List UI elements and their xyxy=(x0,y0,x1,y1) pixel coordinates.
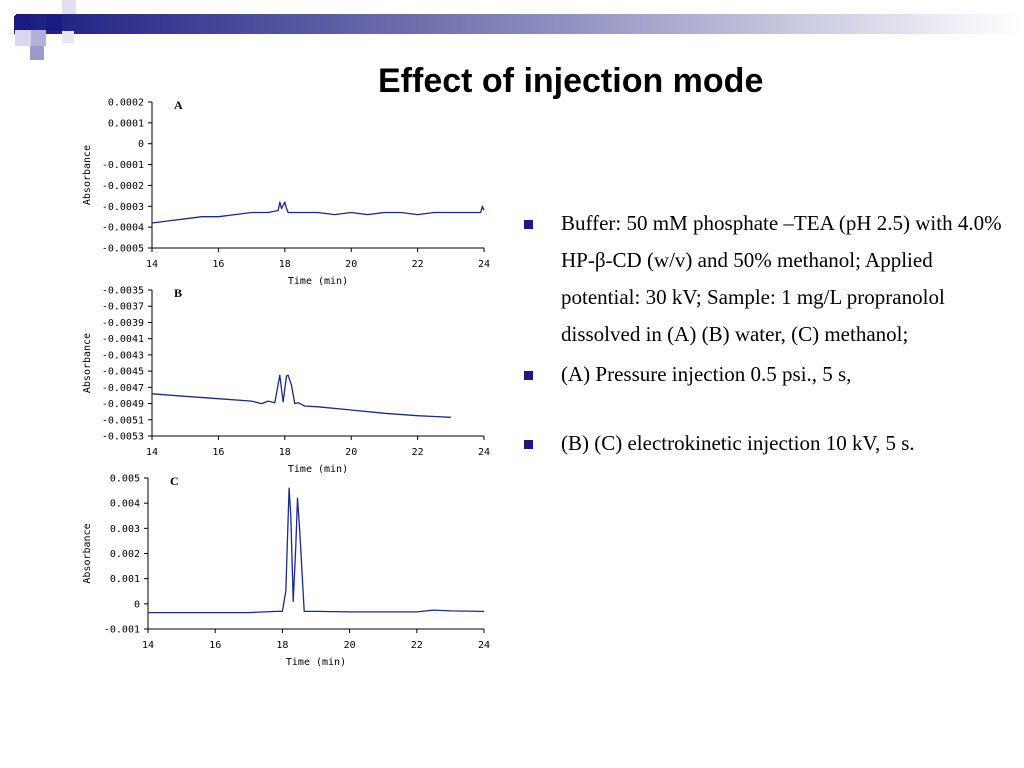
bullet-item: (B) (C) electrokinetic injection 10 kV, … xyxy=(522,425,1002,462)
y-tick-label-b: -0.0053 xyxy=(102,432,144,443)
y-tick-label-a: 0 xyxy=(138,139,144,150)
y-tick-label-c: 0.001 xyxy=(110,574,140,585)
x-tick-label-b: 18 xyxy=(279,447,291,458)
y-axis-label-c: Absorbance xyxy=(82,523,93,583)
x-tick-label-a: 16 xyxy=(212,259,224,270)
x-tick-label-c: 14 xyxy=(142,640,154,651)
series-line-b xyxy=(151,374,451,418)
y-axis-label-b: Absorbance xyxy=(82,333,93,393)
series-line-c xyxy=(148,487,485,614)
chart-a: 0.0002 0.0001 0 -0.0001 -0.0002 -0.0003 -0.000… xyxy=(78,92,498,292)
x-tick-label-b: 22 xyxy=(412,447,424,458)
x-tick-label-c: 16 xyxy=(209,640,221,651)
chart-c: 0.005 0.004 0.003 0.002 0.001 0 -0.001 14 16 18 20… xyxy=(78,468,498,673)
x-axis-label-a: Time (min) xyxy=(288,276,348,287)
y-tick-label-c: -0.001 xyxy=(104,625,140,636)
y-tick-label-b: -0.0037 xyxy=(102,302,144,313)
x-tick-label-a: 18 xyxy=(279,259,291,270)
bullet-text: Buffer: 50 mM phosphate –TEA (pH 2.5) wi… xyxy=(561,211,1002,346)
square-bullet-icon xyxy=(524,440,533,449)
y-tick-label-a: 0.0001 xyxy=(108,118,144,129)
x-tick-label-a: 24 xyxy=(478,259,490,270)
y-axis-label-a: Absorbance xyxy=(82,145,93,205)
y-tick-label-c: 0 xyxy=(134,599,140,610)
x-tick-label-c: 18 xyxy=(276,640,288,651)
y-tick-label-c: 0.004 xyxy=(110,499,140,510)
panel-label-c: C xyxy=(170,474,179,488)
y-tick-label-b: -0.0045 xyxy=(102,367,144,378)
chart-b-plot: -0.0035 -0.0037 -0.0039 -0.0041 -0.0043 -0.00… xyxy=(82,286,490,476)
x-axis-label-b: Time (min) xyxy=(288,464,348,475)
x-tick-label-c: 22 xyxy=(411,640,423,651)
x-tick-label-b: 20 xyxy=(345,447,357,458)
bullet-text: (B) (C) electrokinetic injection 10 kV, … xyxy=(561,431,915,455)
bullet-text: (A) Pressure injection 0.5 psi., 5 s, xyxy=(561,362,852,386)
y-tick-label-b: -0.0043 xyxy=(102,350,144,361)
bullet-list: Buffer: 50 mM phosphate –TEA (pH 2.5) wi… xyxy=(522,205,1002,462)
x-axis-label-c: Time (min) xyxy=(286,657,346,668)
x-tick-label-c: 24 xyxy=(478,640,490,651)
y-tick-label-a: -0.0003 xyxy=(102,202,144,213)
slide-title: Effect of injection mode xyxy=(378,62,764,100)
y-tick-label-a: -0.0005 xyxy=(102,244,144,255)
series-line-a xyxy=(151,201,485,224)
y-tick-label-b: -0.0041 xyxy=(102,334,144,345)
corner-decoration xyxy=(0,0,1024,60)
square-bullet-icon xyxy=(524,220,533,229)
bullet-item: Buffer: 50 mM phosphate –TEA (pH 2.5) wi… xyxy=(522,205,1002,353)
y-tick-label-c: 0.005 xyxy=(110,474,140,485)
panel-label-b: B xyxy=(174,286,182,300)
bullet-item: (A) Pressure injection 0.5 psi., 5 s, xyxy=(522,356,1002,393)
panel-label-a: A xyxy=(174,98,183,112)
chart-a-plot: 0.0002 0.0001 0 -0.0001 -0.0002 -0.0003 -0.000… xyxy=(82,98,490,288)
square-bullet-icon xyxy=(524,371,533,380)
y-tick-label-a: -0.0001 xyxy=(102,160,144,171)
y-tick-label-a: -0.0004 xyxy=(102,223,144,234)
y-tick-label-b: -0.0047 xyxy=(102,383,144,394)
y-tick-label-b: -0.0049 xyxy=(102,399,144,410)
x-tick-label-b: 14 xyxy=(146,447,158,458)
y-tick-label-b: -0.0039 xyxy=(102,318,144,329)
x-tick-label-b: 16 xyxy=(212,447,224,458)
x-tick-label-c: 20 xyxy=(344,640,356,651)
x-tick-label-a: 22 xyxy=(412,259,424,270)
chart-b: -0.0035 -0.0037 -0.0039 -0.0041 -0.0043 -0.00… xyxy=(78,280,498,480)
y-tick-label-b: -0.0051 xyxy=(102,415,144,426)
y-tick-label-a: -0.0002 xyxy=(102,181,144,192)
x-tick-label-a: 20 xyxy=(345,259,357,270)
x-tick-label-b: 24 xyxy=(478,447,490,458)
x-tick-label-a: 14 xyxy=(146,259,158,270)
y-tick-label-a: 0.0002 xyxy=(108,98,144,109)
y-tick-label-c: 0.002 xyxy=(110,549,140,560)
y-tick-label-b: -0.0035 xyxy=(102,286,144,297)
y-tick-label-c: 0.003 xyxy=(110,524,140,535)
